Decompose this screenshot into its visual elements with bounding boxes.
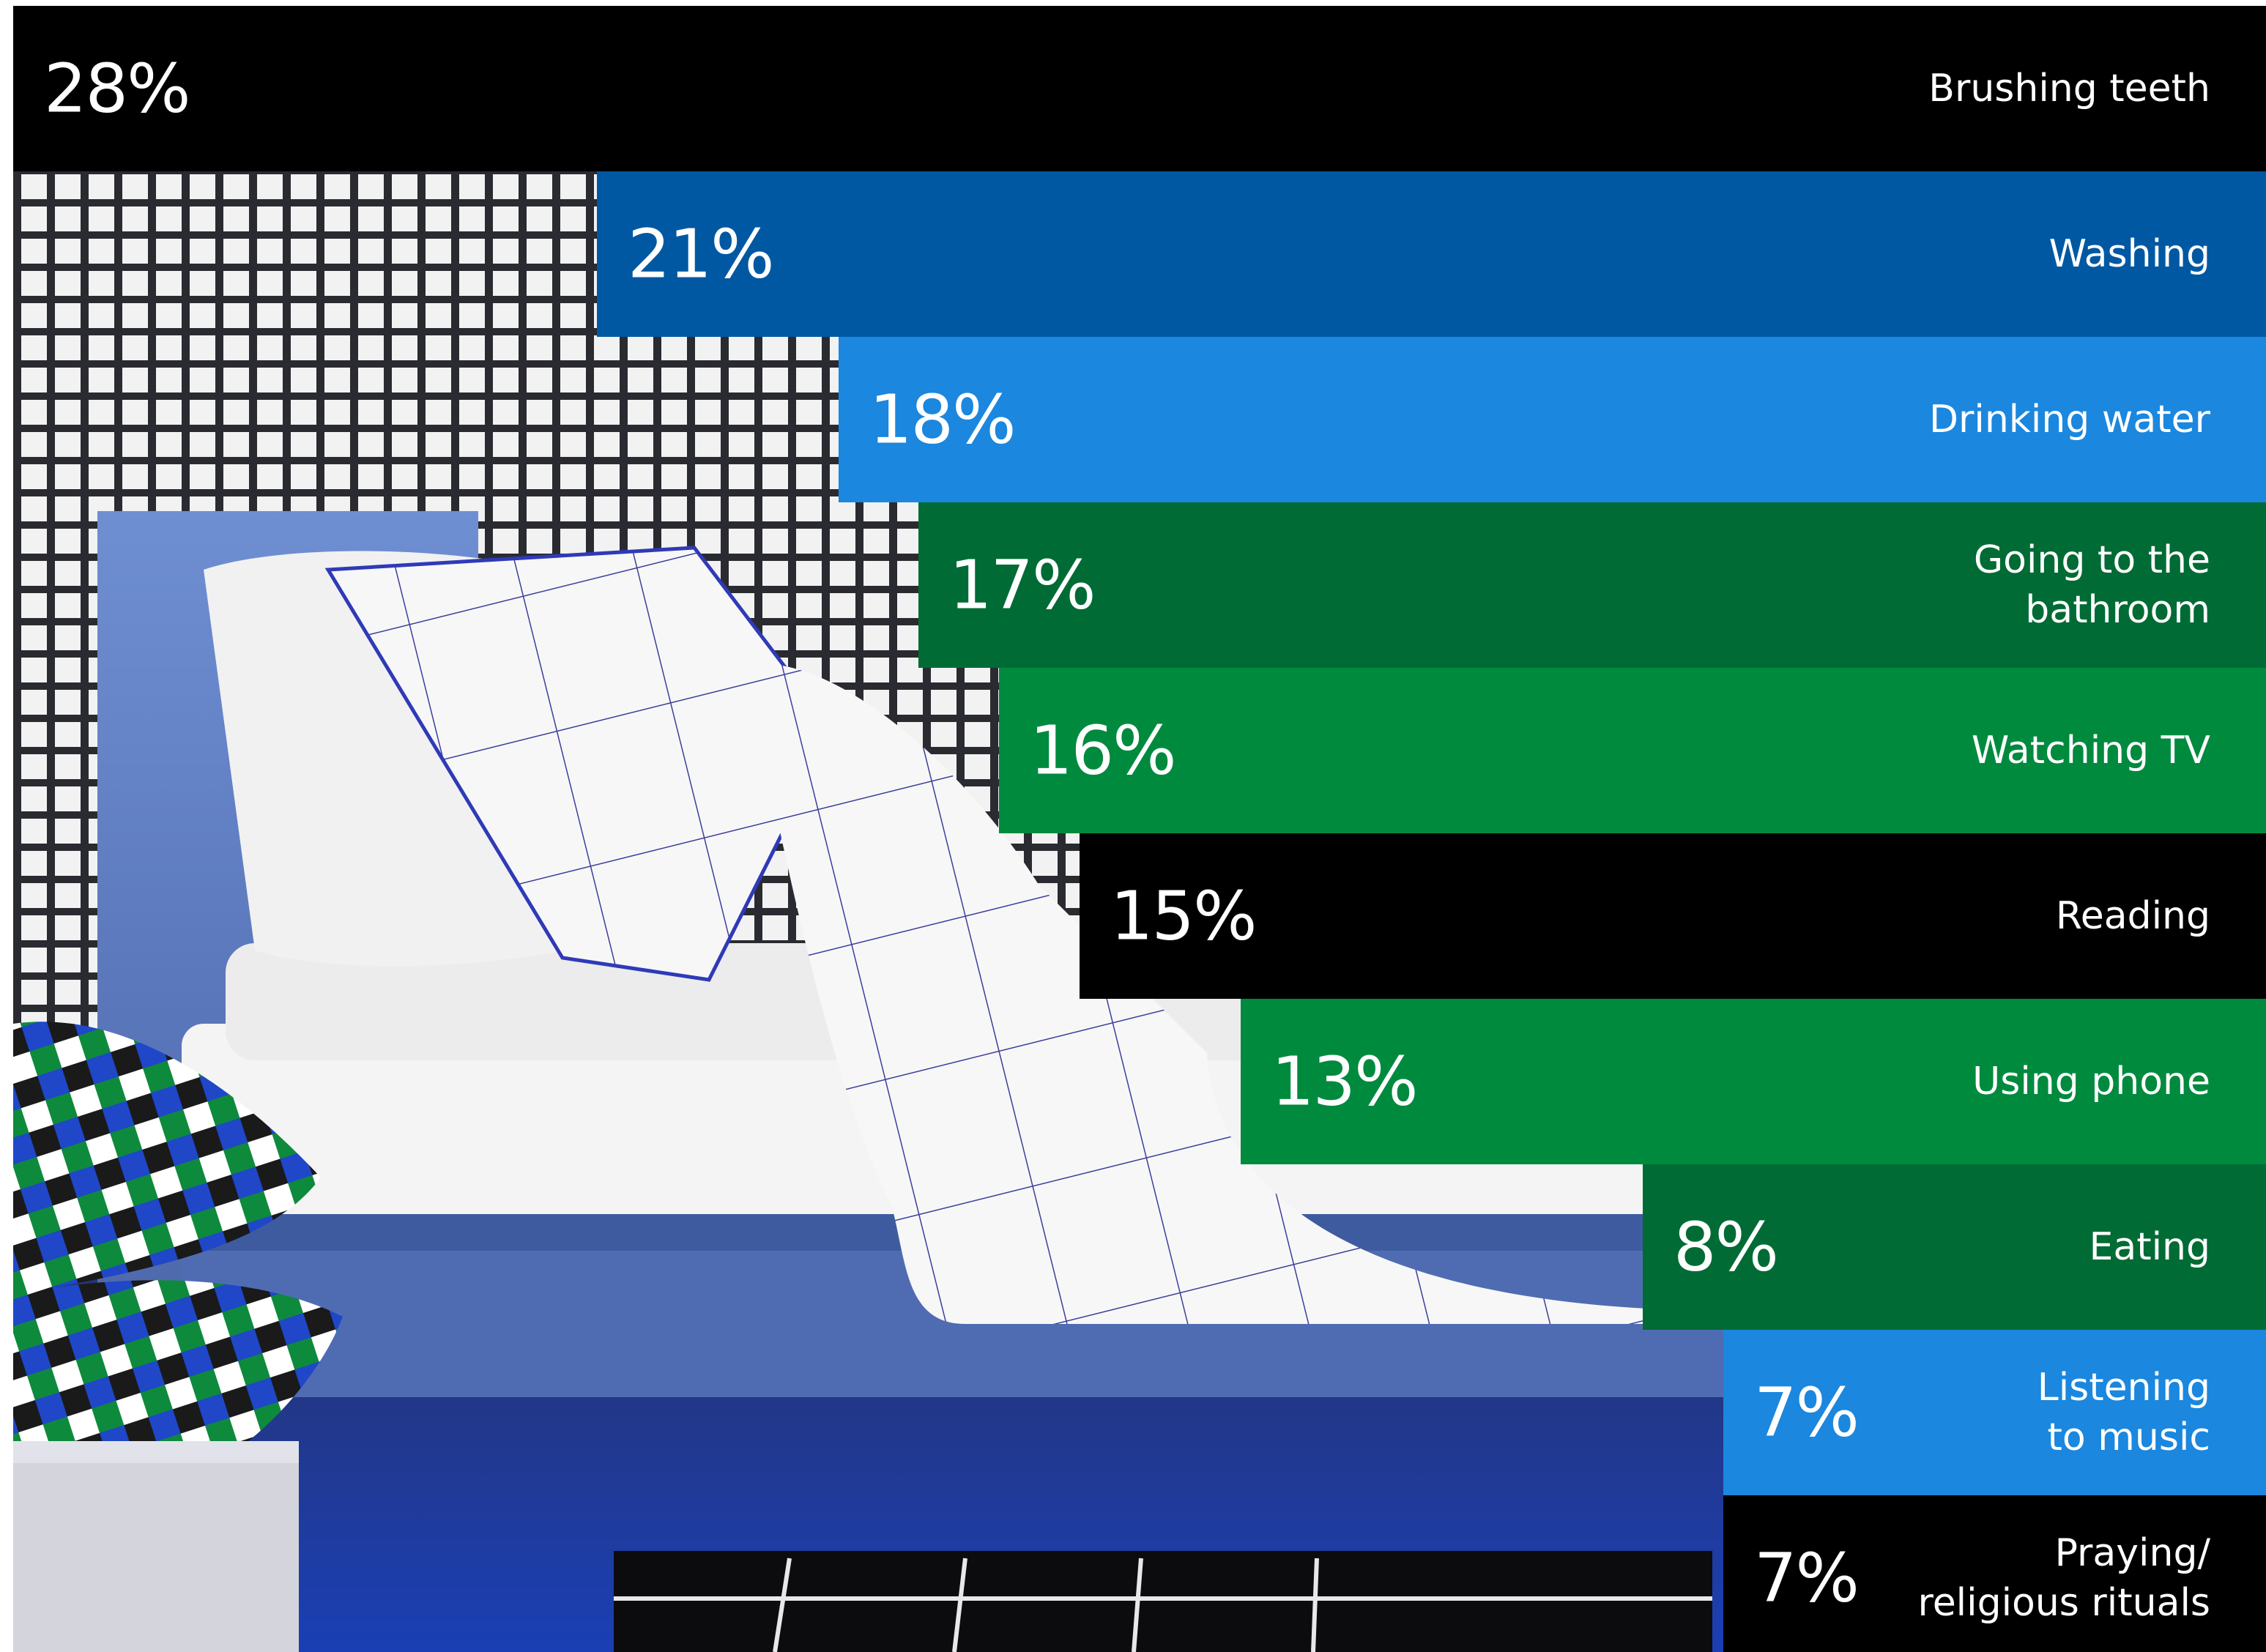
bar-value-label: 7%: [1754, 1538, 1860, 1618]
bar-9: 7% Listening to music: [1723, 1330, 2266, 1495]
bar-8: 8% Eating: [1643, 1164, 2266, 1330]
bar-value-label: 18%: [869, 380, 1016, 459]
bar-value-label: 21%: [628, 215, 774, 294]
bar-7: 13% Using phone: [1241, 999, 2266, 1164]
infographic: 28% Brushing teeth 21% Washing 18% Drinking w…: [13, 6, 2266, 1652]
category-label-line: Listening: [2037, 1366, 2210, 1410]
category-label-line: Drinking water: [1928, 398, 2210, 442]
bar-10: 7% Praying/religious rituals: [1723, 1495, 2266, 1652]
category-label-line: Reading: [2055, 894, 2210, 938]
bar-category-label: Eating: [2089, 1222, 2210, 1272]
category-label-line: religious rituals: [1917, 1581, 2210, 1625]
category-label-line: Praying/: [2054, 1531, 2210, 1575]
bar-6: 15% Reading: [1080, 833, 2266, 999]
bar-value-label: 16%: [1030, 711, 1176, 790]
category-label-line: bathroom: [2025, 588, 2210, 632]
bar-value-label: 13%: [1271, 1042, 1418, 1121]
category-label-line: Watching TV: [1971, 729, 2210, 773]
bar-category-label: Drinking water: [1929, 395, 2210, 444]
bar-value-label: 7%: [1754, 1373, 1860, 1452]
bar-3: 18% Drinking water: [839, 337, 2266, 502]
bar-value-label: 28%: [44, 49, 190, 128]
bar-category-label: Listening to music: [2037, 1363, 2210, 1462]
bar-category-label: Washing: [2049, 229, 2210, 279]
bar-category-label: Using phone: [1972, 1057, 2210, 1106]
category-label-line: Going to the: [1973, 538, 2210, 582]
category-label-line: Eating: [2089, 1225, 2210, 1269]
bar-5: 16% Watching TV: [999, 668, 2266, 833]
category-label-line: Brushing teeth: [1928, 67, 2210, 111]
bar-2: 21% Washing: [597, 171, 2266, 337]
bar-value-label: 17%: [949, 546, 1096, 625]
bar-category-label: Reading: [2056, 891, 2210, 941]
bar-value-label: 15%: [1110, 877, 1257, 956]
bar-4: 17% Going to the bathroom: [918, 502, 2266, 668]
bar-value-label: 8%: [1674, 1208, 1779, 1287]
category-label-line: Using phone: [1972, 1060, 2210, 1104]
bar-category-label: Going to the bathroom: [1974, 535, 2210, 635]
category-label-line: to music: [2047, 1415, 2210, 1459]
bar-1: 28% Brushing teeth: [13, 6, 2266, 171]
bar-category-label: Watching TV: [1972, 726, 2210, 775]
bar-category-label: Praying/religious rituals: [1917, 1528, 2210, 1628]
category-label-line: Washing: [2048, 232, 2210, 276]
bar-category-label: Brushing teeth: [1928, 64, 2210, 114]
